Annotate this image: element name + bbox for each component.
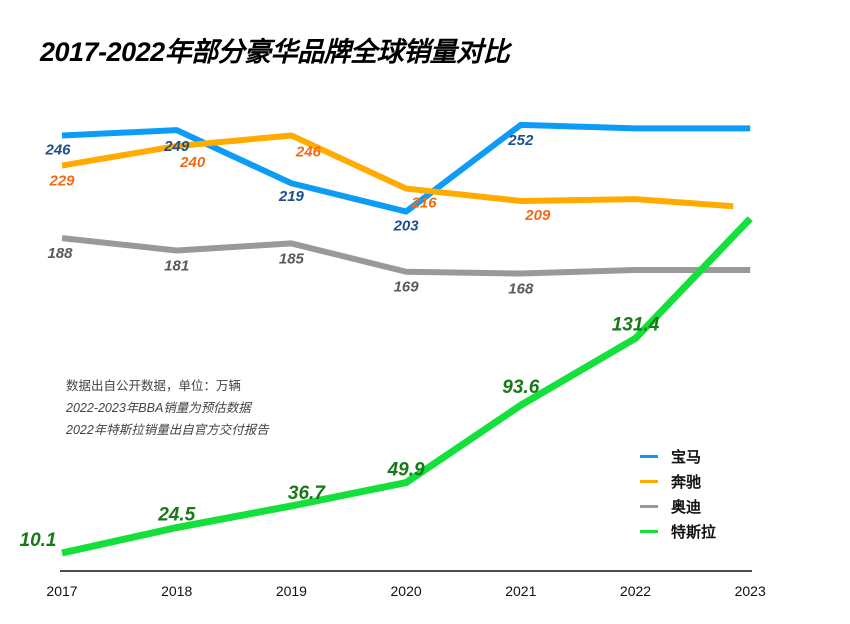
data-label-bmw: 203 — [393, 218, 420, 235]
note-line: 2022年特斯拉销量出自官方交付报告 — [66, 423, 269, 437]
x-tick-label: 2019 — [276, 583, 307, 599]
x-tick-label: 2022 — [620, 583, 651, 599]
data-label-tesla: 131.4 — [612, 314, 660, 335]
series-line-tesla — [61, 216, 753, 557]
data-label-tesla: 93.6 — [502, 377, 539, 398]
series-line-bmw — [61, 121, 751, 215]
data-label-audi: 168 — [508, 281, 534, 298]
source-notes: 数据出自公开数据，单位：万辆 2022-2023年BBA销量为预估数据 2022… — [66, 375, 269, 441]
data-label-audi: 188 — [47, 245, 73, 262]
data-label-tesla: 10.1 — [20, 530, 57, 551]
x-tick-label: 2020 — [391, 583, 422, 599]
note-line: 数据出自公开数据，单位：万辆 — [66, 379, 242, 393]
legend-swatch — [640, 480, 658, 483]
data-label-tesla: 49.9 — [387, 460, 425, 481]
x-tick-label: 2021 — [505, 583, 536, 599]
series-line-benz — [61, 132, 734, 210]
data-label-benz: 209 — [524, 207, 551, 224]
chart-title: 2017-2022年部分豪华品牌全球销量对比 — [40, 37, 510, 67]
legend-item-audi: 奥迪 — [640, 494, 716, 519]
data-label-benz: 216 — [411, 195, 438, 212]
legend-label: 奥迪 — [671, 499, 702, 516]
legend-item-bmw: 宝马 — [640, 444, 716, 469]
legend-label: 特斯拉 — [671, 524, 717, 541]
legend-swatch — [640, 455, 658, 458]
x-tick-label: 2018 — [161, 583, 192, 599]
data-label-tesla: 24.5 — [157, 505, 195, 526]
data-label-audi: 169 — [394, 279, 420, 296]
note-line: 2022-2023年BBA销量为预估数据 — [66, 401, 251, 415]
data-label-bmw: 219 — [278, 188, 305, 205]
x-tick-label: 2023 — [735, 583, 766, 599]
data-label-audi: 185 — [279, 250, 305, 267]
data-label-bmw: 246 — [44, 141, 71, 158]
data-label-bmw: 249 — [163, 138, 190, 155]
legend-label: 宝马 — [671, 449, 702, 466]
series-line-audi — [61, 235, 751, 277]
legend-item-benz: 奔驰 — [640, 469, 716, 494]
legend-swatch — [640, 530, 658, 533]
data-label-tesla: 36.7 — [288, 483, 326, 504]
legend: 宝马 奔驰 奥迪 特斯拉 — [640, 444, 716, 544]
data-label-benz: 240 — [179, 154, 206, 171]
data-label-audi: 181 — [164, 258, 189, 275]
data-label-benz: 246 — [295, 143, 322, 160]
x-tick-label: 2017 — [46, 583, 77, 599]
legend-label: 奔驰 — [671, 474, 702, 491]
data-label-benz: 229 — [48, 173, 75, 190]
legend-swatch — [640, 505, 658, 508]
legend-item-tesla: 特斯拉 — [640, 519, 716, 544]
data-label-bmw: 252 — [507, 132, 534, 149]
